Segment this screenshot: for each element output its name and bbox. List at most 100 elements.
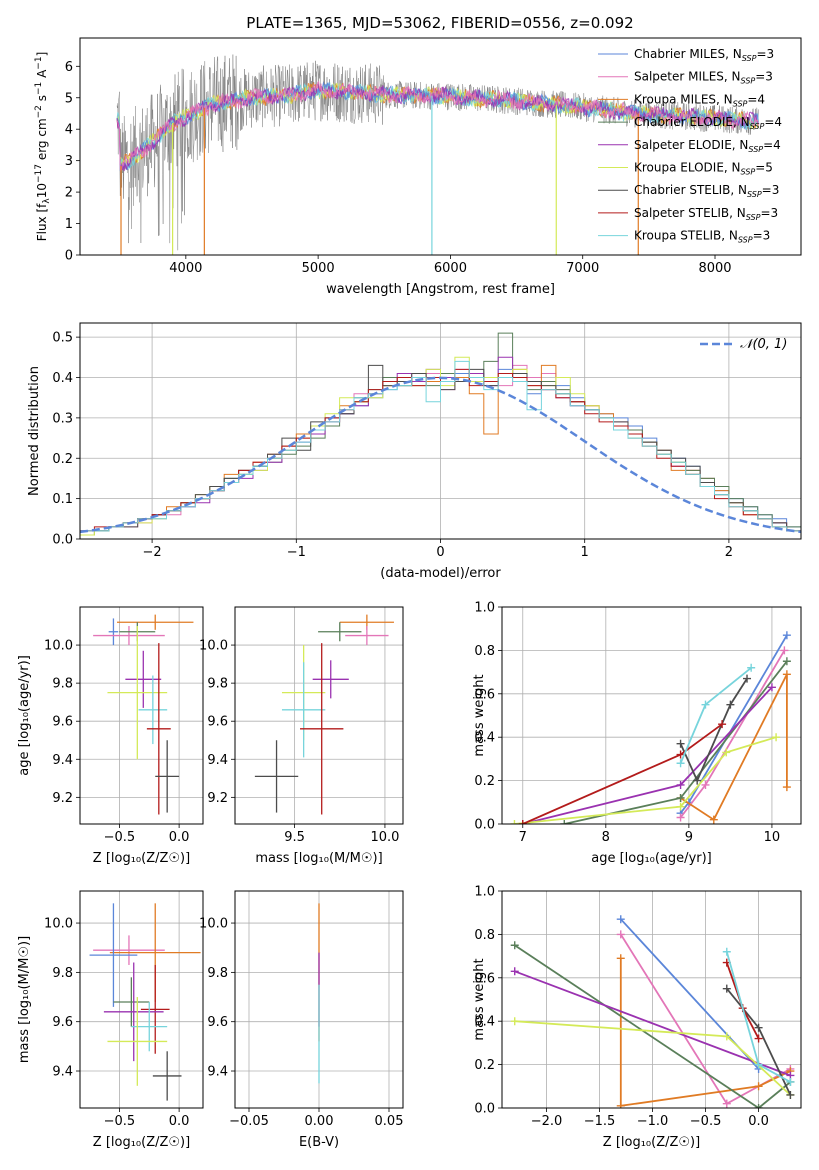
- y-axis-label: Flux [fλ10−17 erg cm−2 s−1 A−1]: [34, 52, 52, 242]
- weight-marker: [722, 748, 731, 757]
- y-tick-label: 9.6: [207, 1015, 228, 1030]
- legend-text: =3: [753, 229, 771, 243]
- weight-marker: [772, 733, 781, 742]
- legend-subscript: SSP: [748, 145, 763, 154]
- y-tick-label: 10.0: [44, 639, 73, 654]
- legend-text: Kroupa STELIB, N: [634, 229, 738, 243]
- legend-text: Kroupa MILES, N: [634, 92, 733, 106]
- y-tick-label: 9.4: [207, 753, 228, 768]
- mass_vs_ebv-panel: −0.05 0.00 0.05 9.4 9.6 9.8 10.0 E(B-V): [199, 890, 404, 1150]
- weight-marker: [676, 780, 685, 789]
- y-tick-label: 6: [65, 60, 73, 75]
- x-tick-label: 9: [685, 830, 693, 845]
- weight-line-ss: [725, 962, 760, 1040]
- legend-subscript: SSP: [738, 236, 753, 245]
- y-tick-label: 9.8: [207, 677, 228, 692]
- legend-text: =3: [762, 183, 780, 197]
- x-tick-label: 7: [519, 830, 527, 845]
- weight-marker: [616, 915, 625, 924]
- weight-marker: [754, 1023, 763, 1032]
- legend-entry: Chabrier ELODIE, NSSP=4: [634, 115, 782, 131]
- weight-marker: [743, 674, 752, 683]
- legend-entry: Salpeter ELODIE, NSSP=4: [634, 138, 781, 154]
- y-tick-label: 0.2: [474, 774, 495, 789]
- weight-marker: [676, 759, 685, 768]
- legend-text: =3: [755, 70, 773, 84]
- y-tick-label: 9.2: [52, 791, 73, 806]
- x-tick-label: 0: [436, 545, 444, 560]
- x-axis-label: Z [log₁₀(Z/Z☉)]: [93, 851, 190, 866]
- weight-marker: [718, 720, 727, 729]
- weight-marker: [754, 1034, 763, 1043]
- y-tick-label: 4: [65, 123, 73, 138]
- legend-entry: 𝒩(0, 1): [740, 337, 787, 352]
- legend-text: Salpeter ELODIE, N: [634, 138, 748, 152]
- legend-text: Kroupa ELODIE, N: [634, 161, 741, 175]
- x-tick-label: 8: [602, 830, 610, 845]
- y-axis-label: mass [log₁₀(M/M☉)]: [17, 936, 32, 1063]
- weight-line-se: [522, 686, 773, 824]
- x-tick-label: 5000: [302, 261, 335, 276]
- weight-marker: [786, 1077, 795, 1086]
- y-tick-label: 0.2: [52, 452, 73, 467]
- legend-entry: Salpeter STELIB, NSSP=3: [634, 206, 778, 222]
- histogram-series: [80, 332, 801, 539]
- legend-entry: Chabrier MILES, NSSP=3: [634, 47, 774, 63]
- x-tick-label: 2: [725, 545, 733, 560]
- x-tick-label: 6000: [434, 261, 467, 276]
- legend-text: Salpeter STELIB, N: [634, 206, 746, 220]
- weight_vs_age-panel: 7 8 9 10 0.0 0.2 0.4 0.6 0.8 1.0 age [log₁₀(age/yr…: [472, 601, 802, 866]
- x-tick-label: −0.05: [229, 1114, 269, 1129]
- errorbars: [93, 614, 194, 815]
- residuals-panel: −2 −1 0 1 2 0.0 0.1 0.2 0.3 0.4 0.5 (data-model)/er…: [27, 322, 802, 581]
- mass_vs_z-panel: −0.5 0.0 9.4 9.6 9.8 10.0 Z [log₁₀(Z/Z☉)] mass …: [17, 890, 204, 1150]
- y-tick-label: 3: [65, 154, 73, 169]
- figure-title: PLATE=1365, MJD=53062, FIBERID=0556, z=0…: [246, 14, 633, 32]
- legend-subscript: SSP: [742, 54, 757, 63]
- weight-marker: [701, 780, 710, 789]
- weight-marker: [782, 783, 791, 792]
- y-tick-label: 0.1: [52, 492, 73, 507]
- y-tick-label: 9.6: [207, 715, 228, 730]
- weight-marker: [616, 954, 625, 963]
- spectrum-lines: [116, 54, 759, 255]
- age_vs_mass-panel: 9.5 10.0 9.2 9.4 9.6 9.8 10.0 mass [log₁₀(M/M☉)…: [199, 606, 404, 866]
- histogram-ks: [80, 360, 801, 539]
- legend-entry: Chabrier STELIB, NSSP=3: [634, 183, 779, 199]
- x-axis-label: wavelength [Angstrom, rest frame]: [326, 282, 555, 297]
- weight-marker: [676, 802, 685, 811]
- legend-text: =3: [760, 206, 778, 220]
- x-tick-label: 7000: [566, 261, 599, 276]
- x-axis-label: Z [log₁₀(Z/Z☉)]: [93, 1135, 190, 1150]
- age_vs_z-panel: −0.5 0.0 9.2 9.4 9.6 9.8 10.0 Z [log₁₀(Z/Z☉)] ag…: [17, 606, 204, 866]
- weight-marker: [726, 700, 735, 709]
- y-tick-label: 0.4: [474, 1015, 495, 1030]
- y-axis-label-part: erg cm: [35, 118, 49, 164]
- weight-line-ss: [522, 723, 723, 824]
- y-tick-label: 0.0: [474, 818, 495, 833]
- axes-frame: [501, 890, 802, 1109]
- y-tick-label: 9.8: [52, 677, 73, 692]
- y-tick-label: 10.0: [44, 917, 73, 932]
- errorbars: [254, 614, 394, 815]
- y-tick-label: 1.0: [474, 885, 495, 900]
- legend-text: =4: [747, 92, 765, 106]
- y-tick-label: 2: [65, 186, 73, 201]
- x-tick-label: 0.0: [169, 1114, 190, 1129]
- x-axis-label: mass [log₁₀(M/M☉)]: [255, 851, 382, 866]
- x-tick-label: −0.5: [104, 1114, 136, 1129]
- weight-marker: [786, 1090, 795, 1099]
- legend-text: =5: [755, 161, 773, 175]
- x-axis-label: age [log₁₀(age/yr)]: [591, 851, 712, 866]
- weight-marker: [693, 776, 702, 785]
- y-tick-label: 0.4: [52, 371, 73, 386]
- y-tick-label: 9.4: [207, 1065, 228, 1080]
- legend-text: Chabrier ELODIE, N: [634, 115, 750, 129]
- errorbars: [89, 903, 201, 1101]
- y-tick-label: 9.2: [207, 791, 228, 806]
- weight-marker: [676, 750, 685, 759]
- weight-marker: [722, 1032, 731, 1041]
- y-axis-label: mass weight: [472, 674, 487, 756]
- y-tick-label: 0.6: [474, 687, 495, 702]
